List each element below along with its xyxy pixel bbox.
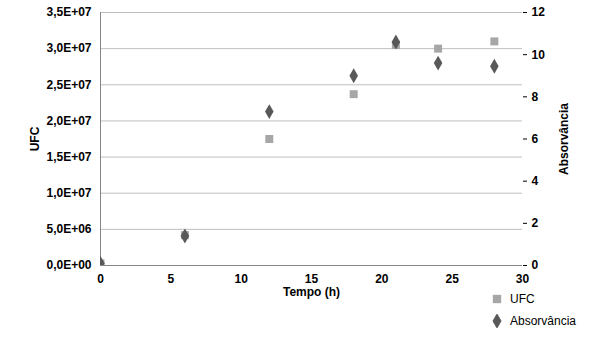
svg-text:Absorvância: Absorvância <box>557 103 571 175</box>
svg-text:5: 5 <box>167 272 174 286</box>
svg-text:1,5E+07: 1,5E+07 <box>46 150 91 164</box>
svg-text:3,0E+07: 3,0E+07 <box>46 41 91 55</box>
svg-text:25: 25 <box>445 272 459 286</box>
svg-text:10: 10 <box>234 272 248 286</box>
html-text:UFC: UFC <box>510 292 535 306</box>
svg-text:2: 2 <box>532 216 539 230</box>
svg-text:2,5E+07: 2,5E+07 <box>46 78 91 92</box>
svg-text:8: 8 <box>532 90 539 104</box>
svg-text:0: 0 <box>97 272 104 286</box>
svg-text:0: 0 <box>532 258 539 272</box>
svg-text:4: 4 <box>532 174 539 188</box>
svg-text:5,0E+06: 5,0E+06 <box>46 222 91 236</box>
svg-text:10: 10 <box>532 48 546 62</box>
svg-text:Tempo (h): Tempo (h) <box>283 285 340 299</box>
svg-text:15: 15 <box>304 272 319 286</box>
html-text:Absorvância: Absorvância <box>510 314 576 328</box>
svg-text:1,0E+07: 1,0E+07 <box>46 186 91 200</box>
svg-text:6: 6 <box>532 132 539 146</box>
svg-text:0,0E+00: 0,0E+00 <box>46 258 91 272</box>
svg-text:3,5E+07: 3,5E+07 <box>46 5 91 19</box>
svg-text:20: 20 <box>375 272 389 286</box>
svg-text:30: 30 <box>516 272 530 286</box>
svg-text:12: 12 <box>532 5 546 19</box>
svg-text:2,0E+07: 2,0E+07 <box>46 114 91 128</box>
svg-text:UFC: UFC <box>28 126 42 151</box>
